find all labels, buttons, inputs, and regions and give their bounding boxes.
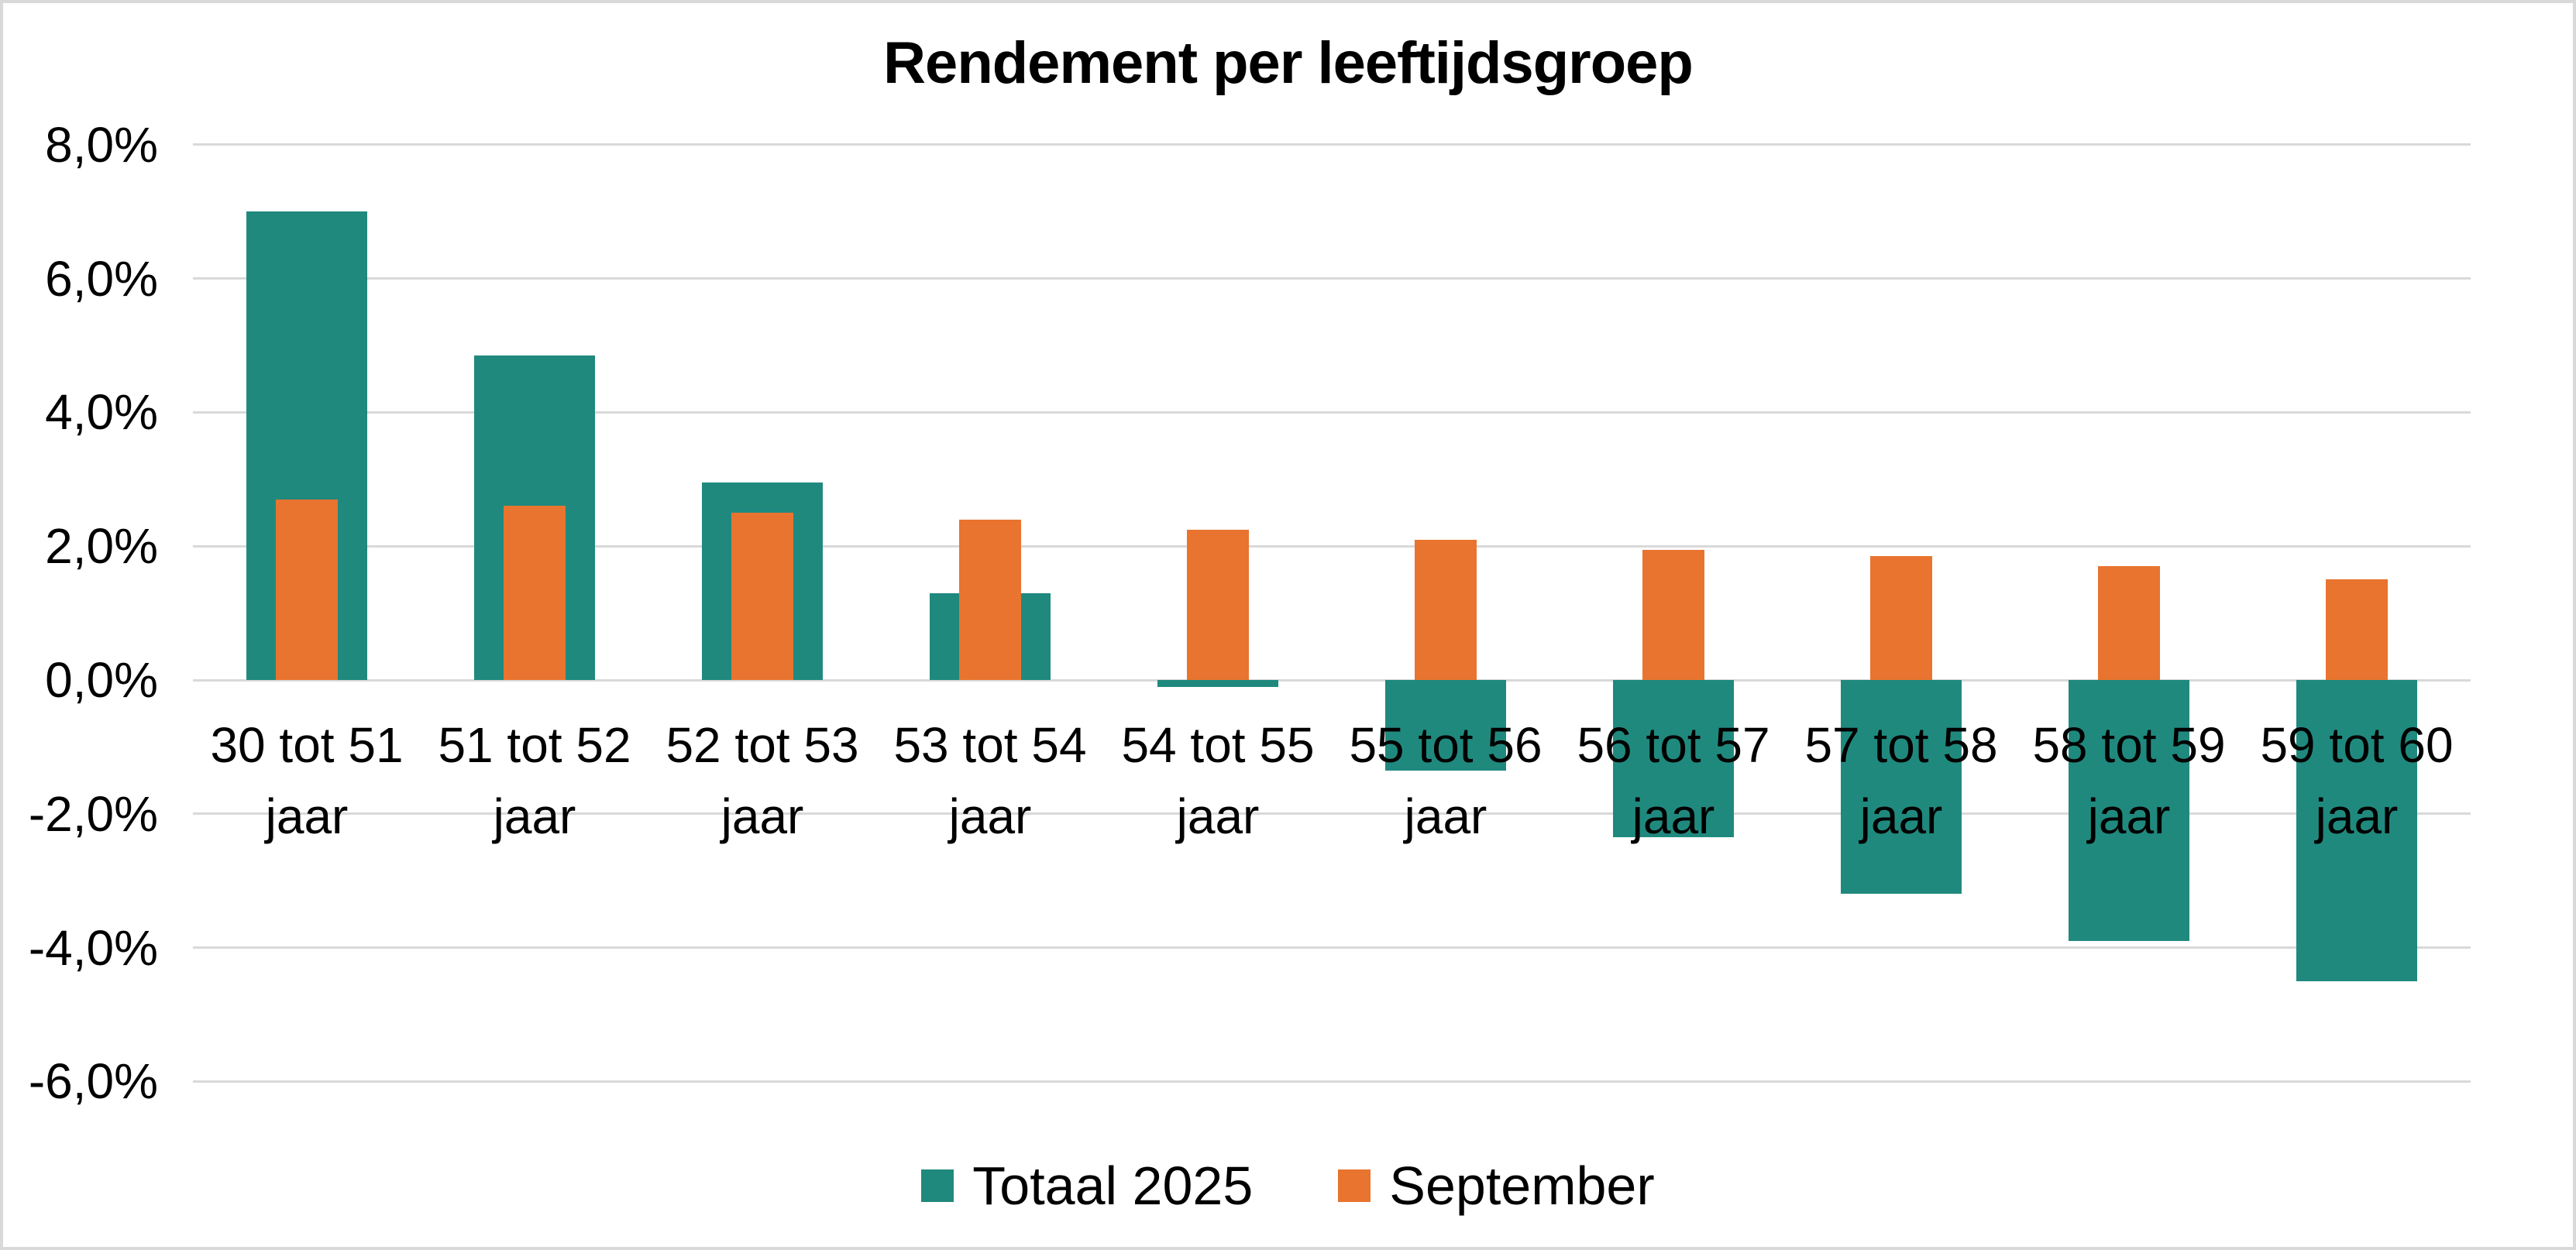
bar-september-8 [2098, 566, 2160, 680]
bar-september-9 [2326, 579, 2388, 680]
x-axis-category-label: 56 tot 57 jaar [1577, 717, 1770, 844]
gridline [193, 544, 2471, 548]
legend-label-totaal-2025: Totaal 2025 [972, 1156, 1254, 1216]
legend: Totaal 2025 September [3, 1159, 2573, 1213]
bar-totaal-2025-7 [1841, 680, 1962, 895]
legend-item-september: September [1338, 1156, 1655, 1216]
bar-totaal-2025-8 [2069, 680, 2189, 941]
x-axis-category-label: 30 tot 51 jaar [210, 717, 404, 844]
y-axis-tick-label: 2,0% [45, 518, 158, 575]
y-axis-tick-label: 8,0% [45, 116, 158, 173]
bar-totaal-2025-5 [1385, 680, 1506, 771]
x-axis-category-label: 55 tot 56 jaar [1349, 717, 1543, 844]
bar-september-1 [504, 506, 566, 680]
legend-item-totaal-2025: Totaal 2025 [921, 1159, 1253, 1213]
gridline [193, 946, 2471, 950]
bar-september-2 [731, 513, 793, 680]
bar-september-7 [1870, 556, 1932, 680]
x-axis-category-label: 53 tot 54 jaar [893, 717, 1087, 844]
y-axis-tick-label: 6,0% [45, 250, 158, 307]
bar-totaal-2025-9 [2296, 680, 2417, 981]
legend-marker-september-icon [1338, 1169, 1371, 1202]
gridline [193, 1080, 2471, 1083]
y-axis-tick-label: 4,0% [45, 384, 158, 441]
x-axis-category-label: 59 tot 60 jaar [2260, 717, 2454, 844]
gridline [193, 410, 2471, 414]
bar-totaal-2025-6 [1613, 680, 1734, 838]
y-axis-tick-label: 0,0% [45, 652, 158, 708]
legend-label-september: September [1389, 1156, 1655, 1216]
gridline [193, 143, 2471, 146]
gridline [193, 277, 2471, 280]
gridline [193, 812, 2471, 816]
chart-title: Rendement per leeftijdsgroep [883, 30, 1694, 96]
x-axis-category-label: 54 tot 55 jaar [1121, 717, 1315, 844]
x-axis-category-label: 51 tot 52 jaar [438, 717, 631, 844]
bar-september-6 [1642, 549, 1704, 680]
y-axis-tick-label: -4,0% [28, 919, 158, 976]
bar-september-3 [959, 519, 1021, 680]
x-axis-category-label: 57 tot 58 jaar [1804, 717, 1998, 844]
y-axis-tick-label: -6,0% [28, 1053, 158, 1110]
gridline [193, 678, 2471, 682]
bar-september-0 [276, 499, 338, 680]
x-axis-category-label: 58 tot 59 jaar [2032, 717, 2226, 844]
bar-totaal-2025-4 [1157, 680, 1278, 687]
bar-september-5 [1415, 539, 1477, 680]
x-axis-category-label: 52 tot 53 jaar [665, 717, 859, 844]
legend-marker-totaal-2025-icon [921, 1169, 954, 1202]
bar-september-4 [1187, 529, 1249, 680]
y-axis-tick-label: -2,0% [28, 785, 158, 842]
